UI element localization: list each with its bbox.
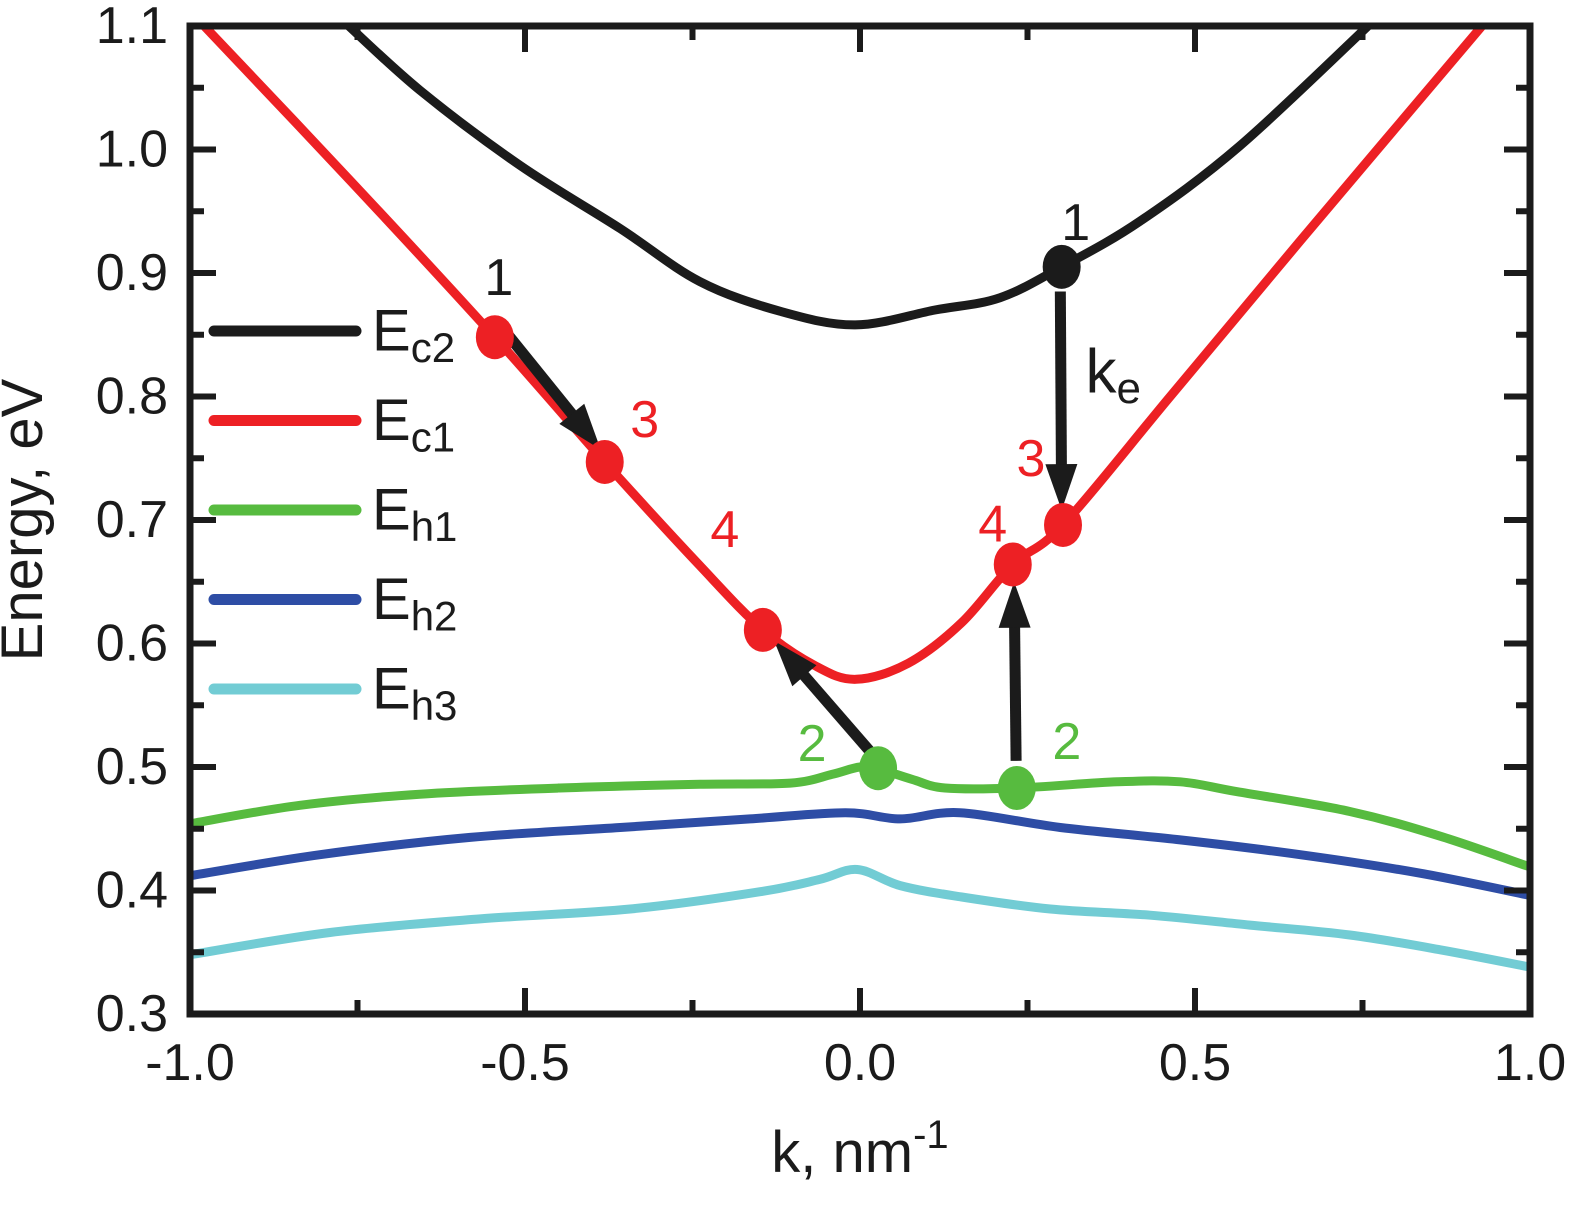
point-3-left-dot [585, 439, 624, 484]
legend-item-Eh3: Eh3 [208, 657, 457, 729]
x-tick-label--0.5: -0.5 [480, 1034, 570, 1092]
point-1-right-label: 1 [1061, 194, 1090, 252]
y-tick-label-0.7: 0.7 [96, 491, 168, 549]
curve-Eh3 [190, 864, 1530, 972]
y-tick-label-0.8: 0.8 [96, 368, 168, 426]
legend-item-Eh2: Eh2 [208, 567, 457, 639]
point-2-right-dot [997, 765, 1036, 810]
arrow-ke-1-to-3-right-label: ke [1086, 337, 1141, 412]
legend-label-Ec2: Ec2 [372, 299, 455, 371]
y-tick-label-0.3: 0.3 [96, 985, 168, 1043]
x-tick-label-0.0: 0.0 [824, 1034, 896, 1092]
point-2-right-label: 2 [1052, 713, 1081, 771]
x-tick-label-0.5: 0.5 [1159, 1034, 1231, 1092]
y-tick-label-0.9: 0.9 [96, 244, 168, 302]
legend-item-Eh1: Eh1 [208, 478, 457, 550]
legend-item-Ec2: Ec2 [208, 299, 455, 371]
curve-Ec2 [342, 26, 1375, 330]
legend-label-Eh3: Eh3 [372, 657, 457, 729]
arrow-1-to-3-left-head-icon [559, 403, 601, 450]
ticks-layer [190, 26, 1530, 1014]
point-2-left-label: 2 [798, 715, 827, 773]
y-tick-label-1.1: 1.1 [96, 0, 168, 55]
x-tick-label-1.0: 1.0 [1494, 1034, 1566, 1092]
y-tick-label-0.4: 0.4 [96, 862, 168, 920]
legend: Ec2 Ec1 Eh1 Eh2 Eh3 [208, 299, 457, 729]
point-3-right-label: 3 [1017, 430, 1046, 488]
arrow-2-to-4-left-shaft [789, 660, 881, 762]
y-axis-title: Energy, eV [0, 378, 55, 661]
y-tick-label-0.6: 0.6 [96, 615, 168, 673]
tick-labels-layer: -1.0 -0.5 0.0 0.5 1.0 1.1 1.0 0.9 0.8 0.7 0.6 0.5 0.… [96, 0, 1566, 1092]
y-tick-label-1.0: 1.0 [96, 121, 168, 179]
arrow-1-to-3-left-shaft [502, 330, 587, 430]
arrow-ke-1-to-3-right-shaft [1054, 291, 1067, 481]
legend-label-Eh1: Eh1 [372, 478, 457, 550]
point-3-right-dot [1044, 502, 1083, 547]
arrow-2-to-4-right-head-icon [998, 581, 1031, 628]
arrow-2-to-4-left-head-icon [774, 641, 817, 687]
curve-Eh2 [190, 808, 1530, 900]
point-1-left-label: 1 [484, 249, 513, 307]
arrow-2-to-4-right-shaft [1008, 611, 1022, 761]
point-4-left-label: 4 [710, 501, 739, 559]
point-1-left-dot [475, 315, 514, 360]
legend-label-Eh2: Eh2 [372, 567, 457, 639]
point-1-right-dot [1042, 244, 1081, 289]
point-3-left-label: 3 [630, 391, 659, 449]
point-4-right-label: 4 [978, 495, 1007, 553]
x-tick-label--1.0: -1.0 [145, 1034, 235, 1092]
point-2-left-dot [859, 746, 898, 791]
legend-label-Ec1: Ec1 [372, 388, 455, 460]
arrow-ke-1-to-3-right-head-icon [1045, 464, 1078, 511]
legend-item-Ec1: Ec1 [208, 388, 455, 460]
x-axis-title: k, nm-1 [771, 1113, 948, 1185]
point-4-left-dot [743, 607, 782, 652]
point-4-right-dot [993, 542, 1032, 587]
y-tick-label-0.5: 0.5 [96, 738, 168, 796]
